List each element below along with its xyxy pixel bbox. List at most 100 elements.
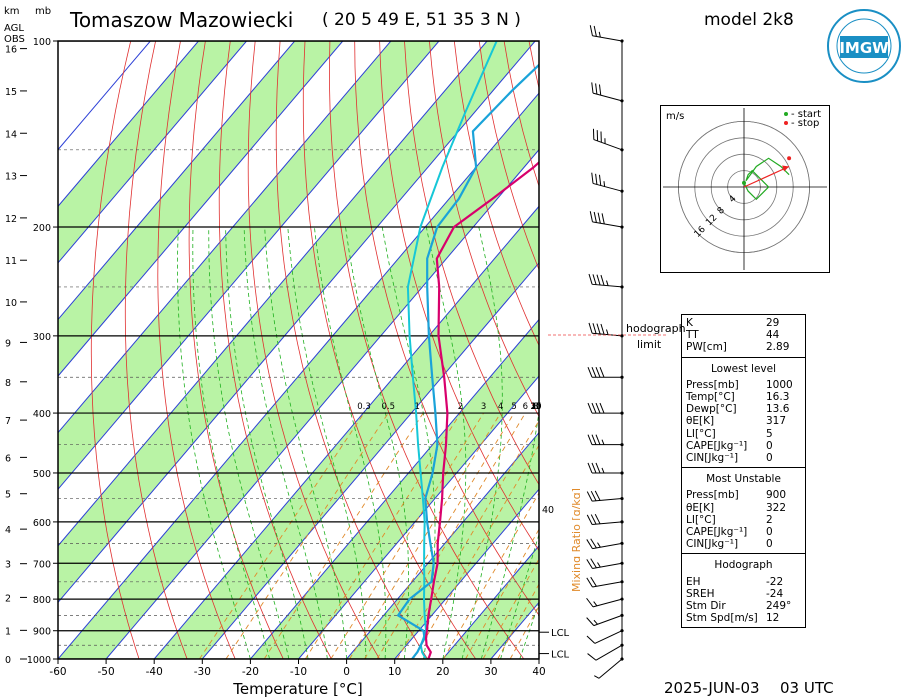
wind-barb [586, 490, 624, 502]
wind-barb-shaft [592, 283, 623, 288]
mixing-ratio-line [330, 412, 484, 659]
mixing-ratio-line [199, 412, 365, 659]
index-label: θE[K] [686, 501, 715, 514]
index-label: Temp[°C] [686, 391, 735, 404]
wind-barb-feather [597, 212, 601, 224]
mixing-ratio-line [443, 492, 539, 659]
x-tick: 0 [343, 666, 350, 678]
wind-barb [587, 462, 624, 475]
wind-barb-half [606, 280, 609, 286]
km-tick: 7 [5, 416, 11, 427]
index-value: 317 [766, 415, 787, 428]
isotherm-line [58, 41, 392, 434]
isotherm-line [394, 488, 539, 659]
km-tick: 16 [5, 45, 17, 56]
mixing-ratio-line [465, 528, 539, 659]
moist-adiabat [287, 226, 367, 659]
wind-barb-feather [591, 82, 594, 94]
wind-barb [586, 613, 624, 627]
wind-barb-shaft [593, 139, 623, 151]
km-label: km [4, 6, 20, 17]
wind-barb [587, 402, 624, 415]
footer-time: 03 UTC [780, 679, 834, 697]
pressure-tick: 1000 [27, 655, 51, 666]
km-tick: 1 [5, 626, 11, 637]
hodo-ring-label: 4 [727, 194, 738, 205]
km-tick: 14 [5, 129, 17, 140]
wind-barb-half [606, 329, 609, 335]
pressure-tick: 100 [33, 37, 51, 48]
wind-barb-feather [594, 490, 601, 501]
wind-barb-feather [596, 274, 601, 286]
index-value: 16.3 [766, 391, 790, 404]
hodo-stop-dot [784, 121, 788, 125]
index-label: θE[K] [686, 415, 715, 428]
pressure-tick: 500 [33, 469, 51, 480]
index-value: 2.89 [766, 341, 790, 354]
km-tick: 0 [5, 655, 11, 666]
lowest-level-title: Lowest level [710, 362, 777, 375]
wind-barb-half [598, 31, 601, 38]
model-label: model 2k8 [704, 10, 794, 30]
wind-barb-feather [587, 367, 593, 378]
obs-label: OBS [4, 34, 25, 45]
wind-barb-feather [586, 514, 593, 525]
index-label: Press[mb] [686, 378, 739, 391]
wind-barb [587, 367, 624, 379]
index-value: 12 [766, 612, 780, 625]
hodo-start-dot [784, 112, 788, 116]
pressure-tick: 300 [33, 332, 51, 343]
index-row: CAPE[Jkg⁻¹] 0 [686, 440, 801, 452]
index-row: Stm Spd[m/s] 12 [686, 612, 801, 624]
km-tick: 6 [5, 453, 11, 464]
index-row: LI[°C] 5 [686, 428, 801, 440]
km-tick: 8 [5, 378, 11, 389]
left-axis-header: km AGL OBS [4, 6, 25, 45]
km-tick: 9 [5, 338, 11, 349]
isotherm-line [58, 41, 440, 491]
dry-adiabat [379, 41, 539, 552]
wind-barb [586, 538, 624, 550]
x-axis-label: Temperature [°C] [232, 680, 362, 698]
isotherm-line [58, 41, 151, 151]
isotherm-line [58, 41, 199, 208]
wind-barb-feather [589, 25, 593, 36]
wind-barb-feather [599, 402, 605, 414]
wind-barb-feather [586, 559, 593, 569]
x-tick: -10 [290, 666, 307, 678]
hodograph-limit-2: limit [637, 338, 662, 351]
wind-barb-feather [601, 213, 605, 225]
dry-adiabat [429, 41, 539, 418]
wind-barb-feather [595, 462, 601, 474]
wind-barb-feather [590, 576, 597, 587]
x-tick: 10 [388, 666, 401, 678]
wind-barb [588, 273, 624, 289]
pressure-tick: 900 [33, 627, 51, 638]
wind-barb-feather [598, 84, 602, 96]
index-label: Dewp[°C] [686, 403, 737, 416]
x-tick: 30 [484, 666, 497, 678]
indices-top-box: K 29 TT 44 PW[cm] 2.89 [681, 314, 806, 358]
wind-barb-feather [591, 172, 594, 184]
wind-barb-feather [592, 128, 595, 140]
hodo-start-label: - start [791, 109, 821, 120]
index-row: Press[mb] 900 [686, 489, 801, 501]
wind-barb-half [601, 439, 605, 445]
x-tick: 40 [532, 666, 545, 678]
index-row: θE[K] 317 [686, 415, 801, 427]
index-label: CAPE[Jkg⁻¹] [686, 526, 748, 539]
index-value: 0 [766, 526, 773, 539]
pressure-tick: 700 [33, 559, 51, 570]
index-label: K [686, 317, 693, 329]
km-tick: 11 [5, 256, 17, 267]
hodo-trace [743, 157, 790, 201]
hodograph-box: Hodograph EH -22 SREH -24 Stm Dir 249° Stm Spd… [681, 554, 806, 629]
mixing-ratio-tick: 10 [531, 402, 542, 412]
km-tick: 12 [5, 214, 17, 225]
wind-barb-feather [600, 323, 605, 335]
mixing-ratio-tick: 5 [511, 402, 516, 412]
mixing-ratio-label: Mixing Ratio [g/kg] [570, 488, 580, 592]
mixing-ratio-line [482, 558, 539, 659]
wind-barb-feather [595, 173, 598, 185]
wind-barb-feather [587, 462, 593, 474]
